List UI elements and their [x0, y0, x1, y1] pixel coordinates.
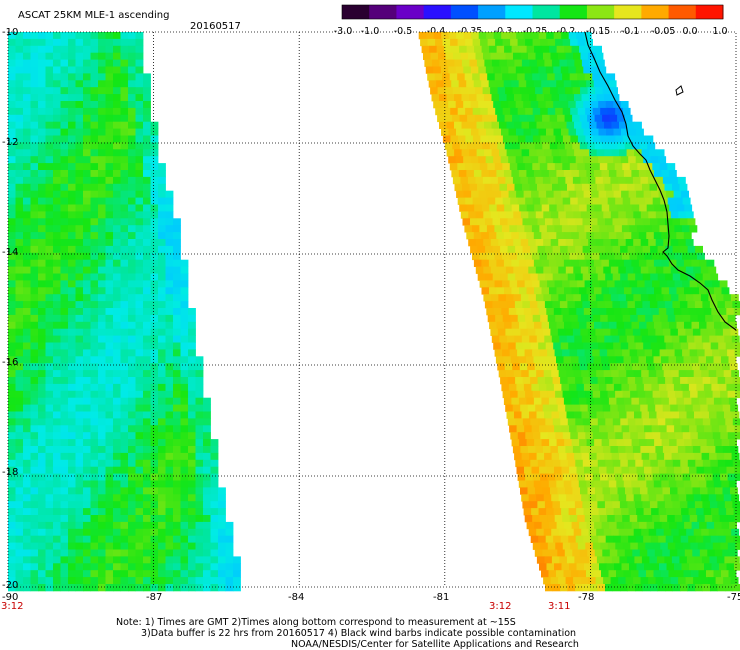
longitude-tick-label: -81	[433, 592, 450, 603]
longitude-tick-label: -87	[146, 592, 163, 603]
colorbar-label: 1.0	[712, 26, 727, 37]
latitude-tick-label: -14	[2, 247, 19, 258]
map-gridlines	[8, 32, 736, 587]
longitude-tick-label: -78	[578, 592, 595, 603]
colorbar-label: -3.0	[334, 26, 353, 37]
footer-credit: NOAA/NESDIS/Center for Satellite Applica…	[291, 639, 579, 650]
colorbar-label: -0.4	[427, 26, 446, 37]
colorbar-swatch	[369, 5, 397, 19]
colorbar-swatch	[668, 5, 697, 19]
colorbar-swatch	[532, 5, 561, 19]
colorbar: -3.0 -1.0 -0.5 -0.4 -0.35 -0.3 -0.25 -0.2 -0.15-…	[334, 4, 728, 37]
colorbar-swatch	[505, 5, 533, 19]
latitude-tick-label: -12	[2, 137, 19, 148]
colorbar-label: -0.2	[557, 26, 576, 37]
colorbar-label: -0.1	[621, 26, 640, 37]
colorbar-label: 0.0	[682, 26, 697, 37]
longitude-tick-label: -75	[727, 592, 740, 603]
colorbar-label: -0.35	[458, 26, 483, 37]
product-title: ASCAT 25KM MLE-1 ascending	[18, 10, 170, 21]
colorbar-swatch	[478, 5, 506, 19]
time-label: 3:11	[548, 601, 571, 612]
island-outline	[675, 85, 684, 96]
time-label: 3:12	[1, 601, 24, 612]
map-frame	[7, 31, 737, 588]
colorbar-label: -1.0	[361, 26, 380, 37]
colorbar-swatch	[586, 5, 615, 19]
wind-swath-cells	[8, 32, 740, 592]
colorbar-label: -0.25	[523, 26, 548, 37]
time-label: 3:12	[489, 601, 512, 612]
colorbar-swatch	[695, 5, 724, 19]
latitude-tick-label: -10	[2, 27, 19, 38]
colorbar-label: -0.5	[394, 26, 413, 37]
product-date: 20160517	[190, 21, 241, 32]
colorbar-swatch	[641, 5, 670, 19]
footer-note-2: 3)Data buffer is 22 hrs from 20160517 4)…	[141, 628, 577, 639]
colorbar-label: -0.15	[586, 26, 611, 37]
footer-note-1: Note: 1) Times are GMT 2)Times along bot…	[116, 617, 516, 628]
latitude-tick-label: -20	[2, 580, 19, 591]
colorbar-label: -0.05	[651, 26, 676, 37]
longitude-tick-label: -90	[2, 592, 19, 603]
coastline	[584, 31, 737, 331]
colorbar-swatch	[423, 5, 452, 19]
colorbar-swatch	[559, 5, 588, 19]
colorbar-swatch	[450, 5, 479, 19]
latitude-tick-label: -18	[2, 467, 19, 478]
latitude-tick-label: -16	[2, 357, 19, 368]
colorbar-swatch	[614, 5, 642, 19]
colorbar-swatch	[342, 5, 370, 19]
colorbar-label: -0.3	[494, 26, 513, 37]
colorbar-swatch	[396, 5, 425, 19]
longitude-tick-label: -84	[288, 592, 305, 603]
